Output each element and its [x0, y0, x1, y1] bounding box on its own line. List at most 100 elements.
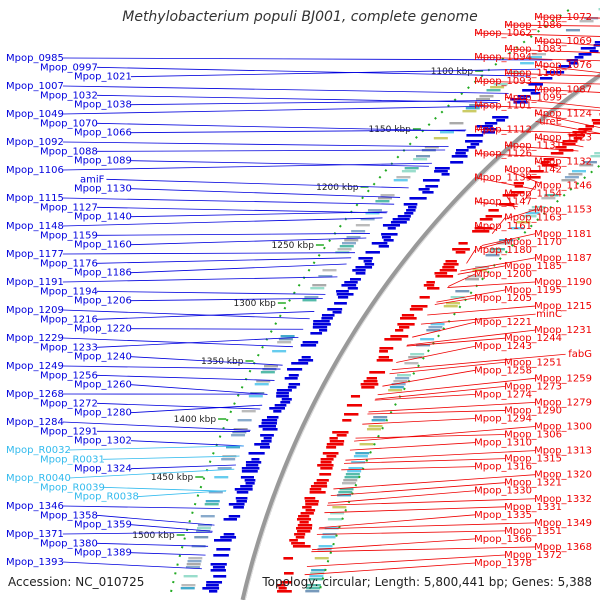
left-connector-line — [63, 310, 310, 319]
feature-block — [355, 452, 369, 454]
forward-gene-block — [369, 371, 385, 374]
forward-gene-block — [314, 482, 327, 485]
reverse-gene-block — [289, 383, 300, 386]
left-gene-label: Mpop_1302 — [74, 436, 132, 447]
forward-gene-block — [402, 314, 414, 317]
reverse-gene-block — [236, 500, 247, 503]
reverse-gene-block — [245, 479, 256, 482]
reverse-gene-block — [355, 266, 372, 269]
left-gene-label: Mpop_1393 — [6, 557, 64, 568]
forward-gene-block — [410, 308, 423, 311]
left-gene-label: Mpop_1021 — [74, 72, 132, 83]
forward-gene-block — [444, 263, 459, 266]
right-gene-label: Mpop_1147 — [474, 197, 532, 208]
feature-block — [416, 155, 430, 157]
reverse-gene-block — [336, 290, 349, 293]
reverse-gene-block — [465, 140, 482, 143]
left-gene-label: Mpop_1324 — [74, 464, 132, 475]
feature-block — [338, 491, 352, 493]
reverse-gene-block — [455, 152, 466, 155]
feature-block — [479, 95, 493, 97]
forward-gene-block — [298, 524, 312, 527]
feature-block — [281, 335, 295, 337]
forward-gene-block — [424, 284, 434, 287]
forward-gene-block — [395, 329, 403, 332]
forward-gene-block — [420, 296, 430, 299]
forward-gene-block — [311, 485, 327, 488]
reverse-gene-block — [404, 203, 418, 206]
left-connector-line — [63, 142, 449, 147]
forward-gene-block — [323, 452, 339, 455]
feature-block — [249, 395, 263, 397]
feature-block — [264, 365, 278, 367]
reverse-gene-block — [419, 188, 430, 191]
forward-gene-block — [317, 464, 333, 467]
right-gene-label: Mpop_1112 — [474, 124, 532, 135]
reverse-gene-block — [220, 536, 236, 539]
feature-block — [214, 476, 228, 478]
feature-block — [455, 290, 469, 292]
right-gene-label: Mpop_1294 — [474, 413, 532, 424]
feature-block — [367, 428, 381, 430]
left-connector-line — [63, 506, 220, 509]
reverse-gene-block — [276, 392, 289, 395]
feature-block — [322, 269, 336, 271]
reverse-gene-block — [237, 491, 249, 494]
feature-block — [181, 584, 195, 586]
reverse-gene-block — [425, 185, 438, 188]
forward-gene-block — [304, 497, 315, 500]
feature-block — [238, 419, 252, 421]
reverse-gene-block — [391, 221, 407, 224]
feature-block — [396, 176, 410, 178]
feature-block — [444, 305, 458, 307]
topology-text: Topology: circular; Length: 5,800,441 bp… — [262, 575, 592, 589]
reverse-gene-block — [260, 446, 270, 449]
left-connector-line — [131, 100, 500, 104]
feature-block — [312, 284, 326, 286]
right-gene-label: minC — [536, 309, 562, 320]
reverse-gene-block — [289, 374, 299, 377]
reverse-gene-block — [496, 119, 505, 122]
right-gene-label: Mpop_1101 — [474, 100, 532, 111]
reverse-gene-block — [229, 503, 245, 506]
feature-block — [184, 575, 198, 577]
reverse-gene-block — [216, 548, 230, 551]
left-gene-label: Mpop_1038 — [74, 100, 132, 111]
reverse-gene-block — [442, 173, 450, 176]
forward-gene-block — [329, 437, 337, 440]
feature-block — [428, 326, 442, 328]
left-connector-line — [97, 291, 326, 294]
left-connector-line — [137, 491, 226, 497]
reverse-gene-block — [450, 161, 463, 164]
forward-gene-block — [321, 458, 334, 461]
right-gene-label: Mpop_1094 — [474, 52, 532, 63]
feature-block — [440, 131, 454, 133]
reverse-gene-block — [350, 278, 361, 281]
right-connector-line — [375, 394, 475, 400]
forward-gene-block — [301, 512, 314, 515]
reverse-gene-block — [321, 317, 332, 320]
reverse-gene-block — [267, 416, 279, 419]
forward-gene-block — [342, 419, 351, 422]
reverse-gene-block — [261, 422, 276, 425]
reverse-gene-block — [406, 209, 415, 212]
right-gene-label: Mpop_1221 — [474, 317, 532, 328]
forward-gene-block — [300, 521, 309, 524]
kbp-tick-label: 1200 kbp — [316, 183, 359, 193]
forward-gene-block — [442, 266, 454, 269]
left-connector-line — [63, 366, 281, 369]
forward-gene-block — [298, 515, 309, 518]
reverse-gene-block — [310, 332, 322, 335]
reverse-gene-block — [246, 464, 258, 467]
reverse-gene-block — [288, 386, 297, 389]
reverse-gene-block — [595, 41, 600, 44]
forward-gene-block — [364, 380, 378, 383]
reverse-gene-block — [365, 263, 374, 266]
reverse-gene-block — [492, 116, 508, 119]
forward-gene-block — [317, 479, 329, 482]
reverse-gene-block — [358, 257, 372, 260]
feature-block — [277, 341, 291, 343]
feature-block — [373, 416, 387, 418]
left-gene-label: Mpop_1359 — [74, 520, 132, 531]
reverse-gene-block — [242, 470, 258, 473]
